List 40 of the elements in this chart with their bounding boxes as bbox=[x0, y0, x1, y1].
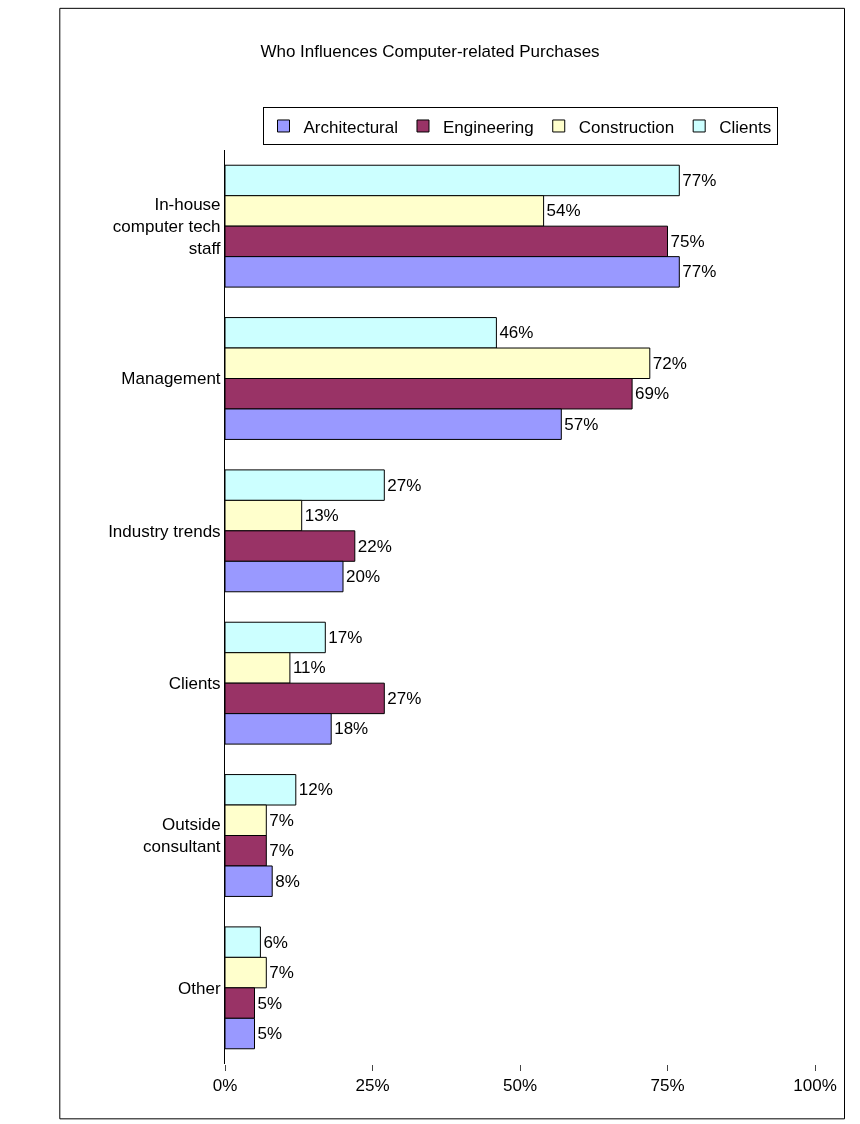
data-label: 27% bbox=[387, 475, 422, 495]
data-label: 72% bbox=[652, 353, 687, 373]
data-label: 75% bbox=[670, 231, 705, 251]
data-label: 77% bbox=[682, 170, 717, 190]
legend-label: Engineering bbox=[442, 117, 534, 137]
data-label: 7% bbox=[269, 810, 294, 830]
data-label: 6% bbox=[263, 932, 288, 952]
y-tick-label: Other bbox=[178, 978, 221, 998]
x-tick-label: 0% bbox=[212, 1076, 238, 1096]
legend-label: Architectural bbox=[303, 117, 398, 137]
data-label: 46% bbox=[499, 323, 534, 343]
data-label: 12% bbox=[298, 780, 333, 800]
y-tick-label: Clients bbox=[168, 674, 221, 694]
chart-title: Who Influences Computer-related Purchases bbox=[260, 41, 600, 61]
data-label: 17% bbox=[328, 627, 363, 647]
x-tick-label: 50% bbox=[502, 1076, 538, 1096]
x-tick-label: 75% bbox=[650, 1076, 685, 1096]
data-label: 54% bbox=[546, 201, 581, 221]
x-tick-label: 25% bbox=[355, 1076, 390, 1096]
data-label: 57% bbox=[564, 414, 599, 434]
data-label: 7% bbox=[269, 963, 294, 983]
data-label: 20% bbox=[346, 567, 381, 587]
data-label: 11% bbox=[292, 658, 326, 678]
data-label: 5% bbox=[257, 1024, 283, 1044]
data-label: 27% bbox=[387, 688, 422, 708]
data-label: 18% bbox=[334, 719, 369, 739]
y-tick-label: In-house computer tech staff bbox=[112, 195, 221, 259]
data-label: 22% bbox=[357, 536, 392, 556]
legend-label: Construction bbox=[578, 117, 675, 137]
y-tick-label: Industry trends bbox=[108, 521, 221, 541]
data-label: 5% bbox=[257, 993, 283, 1013]
data-label: 69% bbox=[635, 384, 670, 404]
data-label: 13% bbox=[304, 506, 339, 526]
y-tick-label: Management bbox=[121, 369, 221, 389]
legend-label: Clients bbox=[719, 117, 772, 137]
data-label: 8% bbox=[275, 871, 300, 891]
data-label: 7% bbox=[269, 841, 294, 861]
y-tick-label: Outside consultant bbox=[143, 815, 221, 857]
x-tick-label: 100% bbox=[793, 1076, 837, 1096]
data-label: 77% bbox=[682, 262, 717, 282]
